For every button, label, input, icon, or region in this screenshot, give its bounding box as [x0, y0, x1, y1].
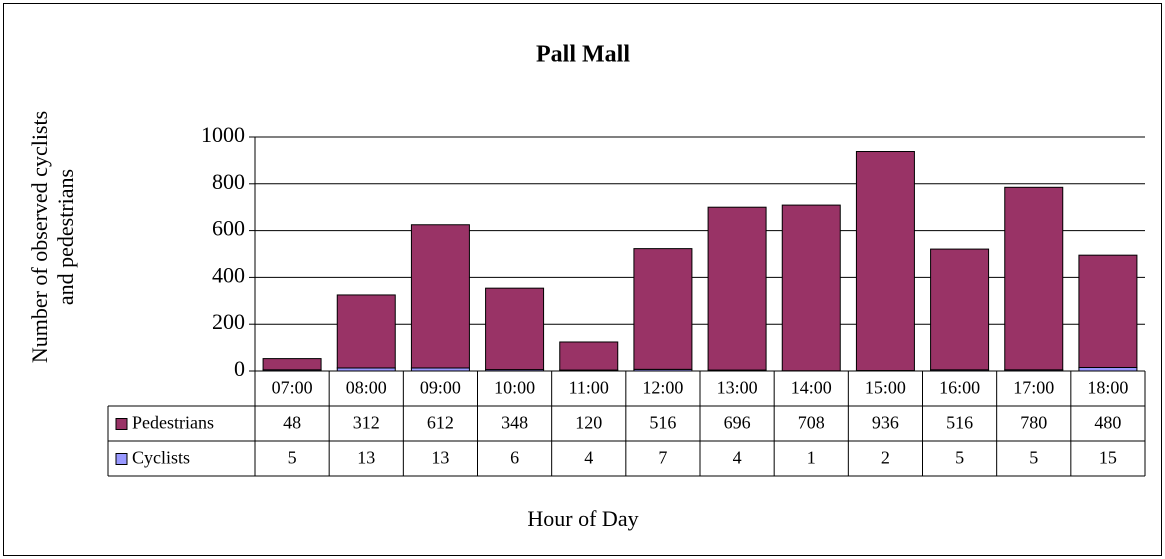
y-tick-label: 800: [212, 169, 245, 194]
bar-segment: [930, 248, 990, 371]
table-value: 696: [724, 413, 751, 433]
table-value: 13: [431, 448, 449, 468]
legend-key: [115, 418, 128, 430]
table-value: 5: [1029, 448, 1038, 468]
bar-segment: [336, 294, 396, 369]
table-value: 5: [288, 448, 297, 468]
y-tick-label: 1000: [201, 122, 245, 147]
y-axis-label: Number of observed cyclists and pedestri…: [27, 111, 78, 363]
legend-label: Cyclists: [132, 448, 190, 468]
x-tick-label: 12:00: [642, 378, 683, 398]
bar-segment: [633, 248, 693, 370]
x-tick-label: 08:00: [346, 378, 387, 398]
chart-title: Pall Mall: [536, 42, 630, 68]
table-value: 612: [427, 413, 454, 433]
table-value: 1: [807, 448, 816, 468]
table-value: 312: [353, 413, 380, 433]
x-tick-label: 10:00: [494, 378, 535, 398]
bar-segment: [1078, 366, 1138, 372]
x-tick-label: 15:00: [865, 378, 906, 398]
table-value: 5: [955, 448, 964, 468]
table-value: 15: [1099, 448, 1117, 468]
table-value: 7: [658, 448, 667, 468]
x-axis-label: Hour of Day: [527, 506, 638, 531]
bar-segment: [855, 151, 915, 372]
y-axis-label-line: and pedestrians: [53, 169, 78, 305]
x-tick-label: 17:00: [1013, 378, 1054, 398]
table-value: 6: [510, 448, 519, 468]
table-value: 708: [798, 413, 825, 433]
y-tick-label: 200: [212, 309, 245, 334]
table-value: 48: [283, 413, 301, 433]
bar-segment: [262, 358, 322, 371]
table-value: 780: [1020, 413, 1047, 433]
table-value: 120: [575, 413, 602, 433]
x-tick-label: 14:00: [791, 378, 832, 398]
y-axis-label-line: Number of observed cyclists: [27, 111, 52, 363]
y-tick-label: 600: [212, 216, 245, 241]
x-tick-label: 07:00: [272, 378, 313, 398]
table-value: 480: [1094, 413, 1121, 433]
y-tick-label: 0: [234, 356, 245, 381]
bar-segment: [485, 287, 545, 371]
table-value: 13: [357, 448, 375, 468]
table-value: 516: [946, 413, 973, 433]
legend-label: Pedestrians: [132, 413, 214, 433]
bar-segment: [781, 204, 841, 372]
x-tick-label: 13:00: [717, 378, 758, 398]
table-value: 348: [501, 413, 528, 433]
table-value: 4: [733, 448, 742, 468]
table-value: 936: [872, 413, 899, 433]
bar-segment: [559, 341, 619, 371]
bar-segment: [707, 206, 767, 371]
x-tick-label: 11:00: [569, 378, 609, 398]
bar-segment: [410, 224, 470, 369]
bar-segment: [1004, 186, 1064, 371]
legend-key: [115, 453, 128, 465]
y-tick-label: 400: [212, 262, 245, 287]
table-value: 4: [584, 448, 593, 468]
bar-segment: [1078, 254, 1138, 368]
x-tick-label: 16:00: [939, 378, 980, 398]
table-value: 516: [649, 413, 676, 433]
table-value: 2: [881, 448, 890, 468]
x-tick-label: 09:00: [420, 378, 461, 398]
x-tick-label: 18:00: [1087, 378, 1128, 398]
